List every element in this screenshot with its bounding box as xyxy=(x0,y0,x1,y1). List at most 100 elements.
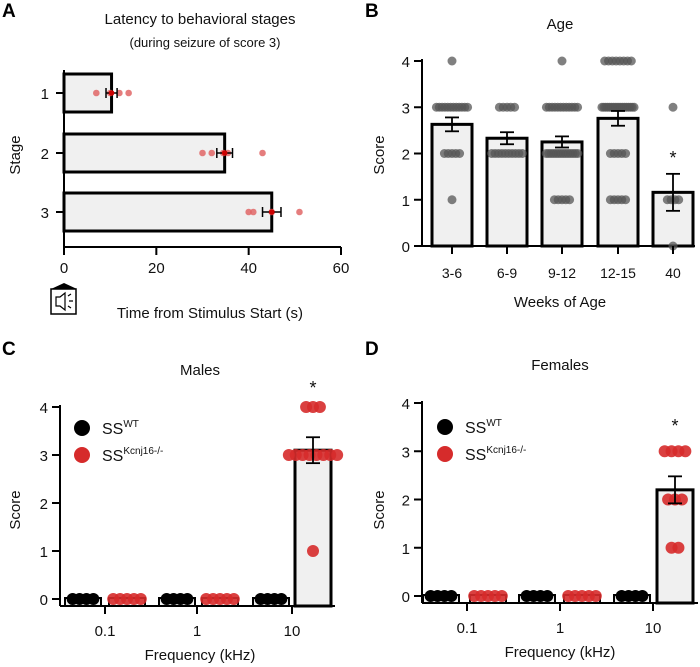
panel-c-legend-label: SSKcnj16-/- xyxy=(102,446,163,465)
panel-a-bar xyxy=(62,191,274,233)
panel-d-legend-superscript: Kcnj16-/- xyxy=(486,445,526,456)
panel-b-xlabel: Weeks of Age xyxy=(514,294,606,311)
panel-c-legend-marker xyxy=(74,420,90,436)
panel-d: D Females Score Frequency (kHz) xyxy=(365,339,615,661)
panel-b-y-tick-label: 0 xyxy=(402,239,410,256)
panel-b-bar xyxy=(540,140,584,248)
panel-letter-a: A xyxy=(2,1,16,22)
panel-b: B Age Score Weeks of Age xyxy=(365,1,606,311)
panel-b-data-point xyxy=(573,102,583,112)
panel-b-title: Age xyxy=(547,16,574,33)
panel-b-data-point xyxy=(621,149,631,158)
panel-b-data-point xyxy=(668,102,678,112)
panel-d-x-tick-label: 0.1 xyxy=(457,620,478,637)
panel-c-x-tick-label: 10 xyxy=(284,623,301,640)
panel-d-data-point xyxy=(589,590,602,602)
panel-b-bar xyxy=(596,116,640,248)
panel-b-data-point xyxy=(565,195,575,205)
panel-a-x-tick-label: 20 xyxy=(148,260,165,277)
panel-b-data-point xyxy=(621,195,631,205)
panel-a-data-point xyxy=(93,89,100,97)
panel-d-data-point xyxy=(679,445,692,458)
panel-c-title: Males xyxy=(180,362,220,379)
panel-a-x-tick-label: 0 xyxy=(60,260,68,277)
panel-c-y-tick-label: 2 xyxy=(40,496,48,513)
panel-c-legend-label: SSWT xyxy=(102,419,139,438)
panel-a-mean-point xyxy=(221,150,228,156)
panel-a-data-point xyxy=(199,149,206,157)
panel-d-legend-name: SS xyxy=(465,420,486,437)
panel-c-data-point xyxy=(313,401,326,413)
panel-d-x-tick-label: 1 xyxy=(556,620,564,637)
panel-d-data-point xyxy=(495,590,508,602)
panel-b-x-tick-label: 9-12 xyxy=(548,265,576,281)
panel-b-data-point xyxy=(463,102,473,112)
panel-d-ylabel: Score xyxy=(371,490,388,529)
panel-c-data-point xyxy=(275,593,288,605)
panel-c-bar xyxy=(293,448,333,608)
panel-a-subtitle: (during seizure of score 3) xyxy=(129,35,280,50)
panel-letter-d: D xyxy=(365,339,379,360)
panel-d-title: Females xyxy=(531,357,589,374)
panel-letter-c: C xyxy=(2,339,16,360)
panel-c: C Males Score Frequency (kHz) xyxy=(2,339,255,664)
panel-a-y-tick-label: 2 xyxy=(41,146,49,163)
panel-c-data-point xyxy=(87,593,100,605)
panel-b-x-tick-label: 6-9 xyxy=(497,265,517,281)
panel-d-x-tick-label: 10 xyxy=(645,620,662,637)
panel-c-legend-superscript: Kcnj16-/- xyxy=(123,446,163,457)
panel-a-title: Latency to behavioral stages xyxy=(105,11,296,28)
panel-d-y-tick-label: 4 xyxy=(402,396,410,413)
panel-b-x-tick-label: 3-6 xyxy=(442,265,462,281)
panel-d-data-point xyxy=(672,541,685,554)
panel-d-data-point xyxy=(445,590,458,602)
panel-c-data-point xyxy=(181,593,194,605)
panel-a-ylabel: Stage xyxy=(7,135,24,174)
panel-c-legend-superscript: WT xyxy=(123,419,139,430)
panel-b-ylabel: Score xyxy=(371,135,388,174)
panel-a-data-point xyxy=(245,208,252,216)
panel-d-legend-label: SSWT xyxy=(465,418,502,437)
panel-c-data-point xyxy=(307,545,319,557)
panel-d-xlabel: Frequency (kHz) xyxy=(505,644,616,661)
panel-c-xlabel: Frequency (kHz) xyxy=(145,647,256,664)
panel-c-ylabel: Score xyxy=(7,490,24,529)
panel-b-data-point xyxy=(510,102,520,112)
panel-b-data-point xyxy=(455,149,465,158)
panel-b-y-tick-label: 1 xyxy=(402,193,410,210)
panel-a-xlabel: Time from Stimulus Start (s) xyxy=(117,305,303,322)
panel-c-legend-marker xyxy=(74,447,90,463)
panel-d-legend-name: SS xyxy=(465,447,486,464)
panel-a-data-point xyxy=(296,208,303,216)
panel-b-x-tick-label: 40 xyxy=(665,265,681,281)
panel-b-x-tick-label: 12-15 xyxy=(600,265,636,281)
panel-d-legend-superscript: WT xyxy=(486,418,502,429)
panel-c-y-tick-label: 0 xyxy=(40,592,48,609)
panel-a-data-point xyxy=(259,149,266,157)
panel-b-y-tick-label: 2 xyxy=(402,147,410,164)
panel-a-y-tick-label: 3 xyxy=(41,205,49,222)
panel-a-data-point xyxy=(249,208,257,216)
panel-a-x-tick-label: 40 xyxy=(240,260,257,277)
panel-d-y-tick-label: 1 xyxy=(402,541,410,558)
panel-b-data-point xyxy=(557,56,567,66)
panel-c-x-tick-label: 0.1 xyxy=(95,623,116,640)
panel-a-mean-point xyxy=(108,90,115,96)
panel-c-data-point xyxy=(331,449,344,461)
panel-c-y-tick-label: 1 xyxy=(40,544,48,561)
panel-b-y-tick-label: 4 xyxy=(402,54,410,71)
panel-c-data-point xyxy=(227,593,240,605)
panel-c-significance-marker: * xyxy=(309,378,316,398)
panel-a-data-point xyxy=(208,149,216,157)
panel-a-bar xyxy=(62,72,114,114)
panel-b-data-point xyxy=(674,195,684,205)
panel-b-significance-marker: * xyxy=(669,148,676,168)
panel-b-data-point xyxy=(626,56,636,66)
panel-a: A Latency to behavioral stages (during s… xyxy=(2,1,303,322)
panel-d-legend-marker xyxy=(437,419,453,435)
panel-a-data-point xyxy=(125,89,132,97)
speaker-stimulus-icon xyxy=(50,283,77,315)
panel-c-legend-name: SS xyxy=(102,421,123,438)
